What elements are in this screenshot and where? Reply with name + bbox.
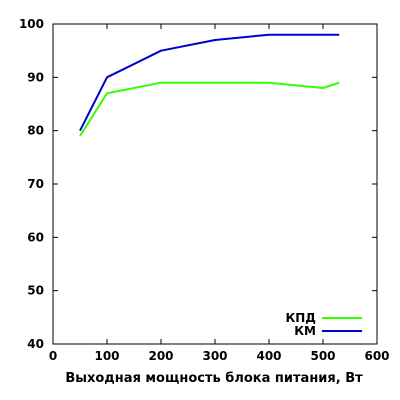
legend-label: КМ — [294, 324, 316, 338]
x-tick-label: 500 — [310, 349, 335, 363]
y-tick-label: 50 — [27, 284, 44, 298]
x-axis-ticks: 0 100 200 300 400 500 600 — [49, 24, 390, 363]
series-line-km — [79, 33, 340, 132]
series-line-kpd — [79, 81, 340, 137]
x-tick-label: 600 — [364, 349, 389, 363]
y-tick-label: 40 — [27, 337, 44, 351]
y-axis-ticks: 40 50 60 70 80 90 100 — [19, 17, 377, 351]
series-lines — [79, 33, 340, 137]
y-tick-label: 90 — [27, 70, 44, 84]
y-tick-label: 70 — [27, 177, 44, 191]
y-tick-label: 80 — [27, 124, 44, 138]
x-tick-label: 400 — [256, 349, 281, 363]
x-tick-label: 0 — [49, 349, 57, 363]
x-tick-label: 100 — [94, 349, 119, 363]
x-tick-label: 300 — [202, 349, 227, 363]
y-tick-label: 100 — [19, 17, 44, 31]
y-tick-label: 60 — [27, 230, 44, 244]
legend-label: КПД — [285, 311, 316, 325]
x-tick-label: 200 — [148, 349, 173, 363]
x-axis-title: Выходная мощность блока питания, Вт — [65, 371, 363, 386]
